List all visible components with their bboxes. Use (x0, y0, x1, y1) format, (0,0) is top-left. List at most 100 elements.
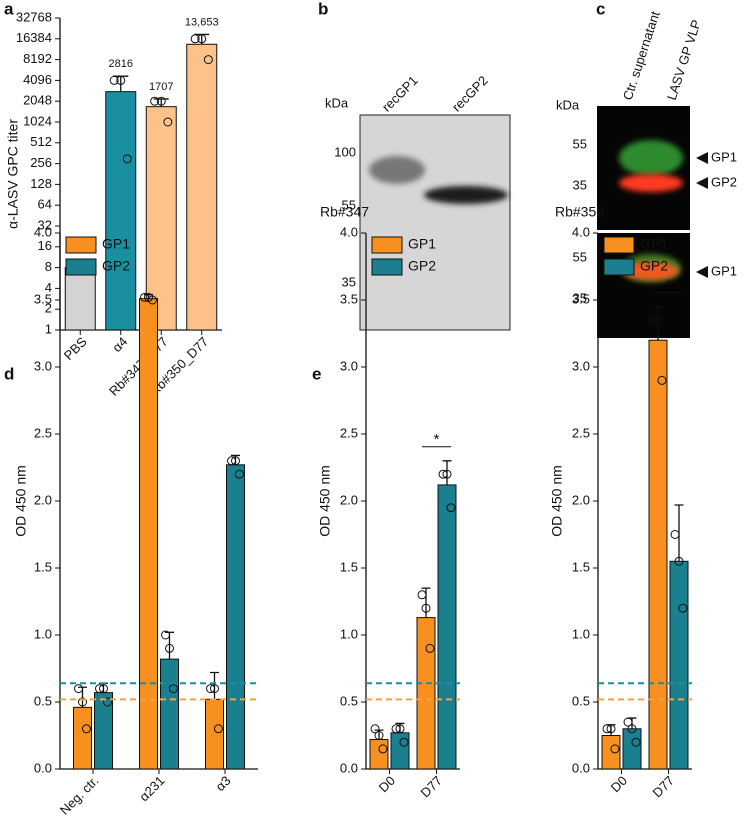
data-point (122, 154, 132, 164)
y-tick-label: 3.5 (340, 291, 358, 306)
data-point (190, 34, 200, 44)
data-point (213, 724, 223, 734)
y-tick-label: 0.0 (572, 760, 590, 775)
data-point (95, 684, 105, 694)
marker-label: 35 (573, 177, 587, 192)
bar (205, 698, 224, 770)
bar (669, 560, 689, 770)
data-point (163, 117, 173, 127)
y-tick-label: 3.0 (572, 358, 590, 373)
y-tick-label: 1.5 (340, 559, 358, 574)
y-tick-label: 3.0 (340, 358, 358, 373)
band-label: GP1 (711, 263, 737, 278)
error-bar (210, 671, 219, 700)
legend-swatch (603, 258, 635, 276)
y-tick-label: 0.0 (34, 760, 52, 775)
x-tick-label: PBS (61, 334, 90, 363)
panel-label: c (596, 0, 605, 18)
data-point (156, 96, 166, 106)
gel (359, 114, 511, 331)
y-tick-label: 32 (38, 217, 52, 232)
error-bar (421, 587, 431, 618)
y-tick-label: 4.0 (572, 224, 590, 239)
data-point (147, 295, 157, 305)
data-point (378, 744, 388, 754)
data-point (417, 590, 427, 600)
lane-label: recGP1 (379, 73, 421, 115)
significance-label: * (434, 431, 440, 448)
y-tick-label: 8192 (23, 51, 52, 66)
y-tick-label: 1.5 (34, 559, 52, 574)
unit-label: kDa (325, 95, 349, 110)
lane-label: Ctr. supernatant (620, 9, 663, 102)
band-arrow (696, 152, 708, 278)
bar (622, 728, 642, 770)
x-tick-label: D77 (418, 773, 445, 800)
panel-label: e (312, 364, 321, 383)
data-point (99, 684, 108, 694)
bar (369, 739, 389, 770)
data-point (657, 375, 667, 385)
value-label: 1707 (149, 81, 173, 93)
y-tick-label: 4.0 (34, 224, 52, 239)
y-axis-label: OD 450 nm (317, 465, 333, 537)
data-point (197, 34, 207, 44)
y-tick-label: 2.5 (572, 425, 590, 440)
legend-label: GP1 (408, 236, 436, 252)
data-point (102, 697, 112, 707)
band-label: GP1 (711, 149, 737, 164)
data-point (627, 724, 637, 734)
data-point (446, 503, 456, 513)
data-point (631, 737, 641, 747)
y-tick-label: 32768 (16, 9, 52, 24)
band (623, 262, 679, 280)
y-tick-label: 2.0 (34, 492, 52, 507)
data-point (161, 630, 171, 640)
data-point (165, 643, 174, 653)
marker-label: 100 (334, 144, 356, 159)
y-tick-label: 16 (38, 238, 52, 253)
data-point (670, 530, 680, 539)
data-point (674, 556, 684, 566)
data-point (227, 456, 237, 466)
band (619, 174, 683, 192)
data-point (391, 724, 401, 734)
y-tick-label: 1.0 (340, 626, 358, 641)
x-tick-label: D0 (608, 773, 630, 795)
legend-label: GP2 (640, 258, 668, 274)
x-tick-label: Neg. ctr. (57, 773, 102, 818)
band (424, 186, 508, 204)
data-point (74, 684, 84, 694)
y-tick-label: 8 (45, 259, 52, 274)
data-point (109, 75, 119, 85)
band (369, 156, 425, 184)
y-tick-label: 0.5 (572, 693, 590, 708)
y-axis-label: α-LASV GPC titer (5, 119, 21, 229)
y-tick-label: 0.5 (340, 693, 358, 708)
y-tick-label: 4 (45, 280, 52, 295)
bar (105, 91, 137, 331)
legend-swatch (65, 258, 97, 276)
lane-label: LASV GP VLP (664, 18, 704, 102)
panel-label: a (4, 0, 14, 18)
y-tick-label: 2.5 (340, 425, 358, 440)
y-axis-label: OD 450 nm (13, 465, 29, 537)
significance-label: * (666, 277, 672, 294)
y-tick-label: 3.0 (34, 358, 52, 373)
data-point (649, 315, 659, 325)
data-point (623, 717, 633, 727)
data-point (438, 469, 448, 479)
panel-label: d (4, 364, 14, 383)
y-tick-label: 2.5 (34, 425, 52, 440)
legend-label: GP1 (102, 236, 130, 252)
unit-label: kDa (556, 97, 580, 112)
y-tick-label: 256 (30, 155, 52, 170)
data-point (203, 55, 213, 65)
legend-swatch (603, 236, 635, 254)
bar (648, 339, 668, 770)
chart-title: Rb#350 (555, 204, 604, 220)
error-bar (653, 306, 663, 341)
y-tick-label: 3.5 (572, 291, 590, 306)
y-tick-label: 1 (45, 321, 52, 336)
